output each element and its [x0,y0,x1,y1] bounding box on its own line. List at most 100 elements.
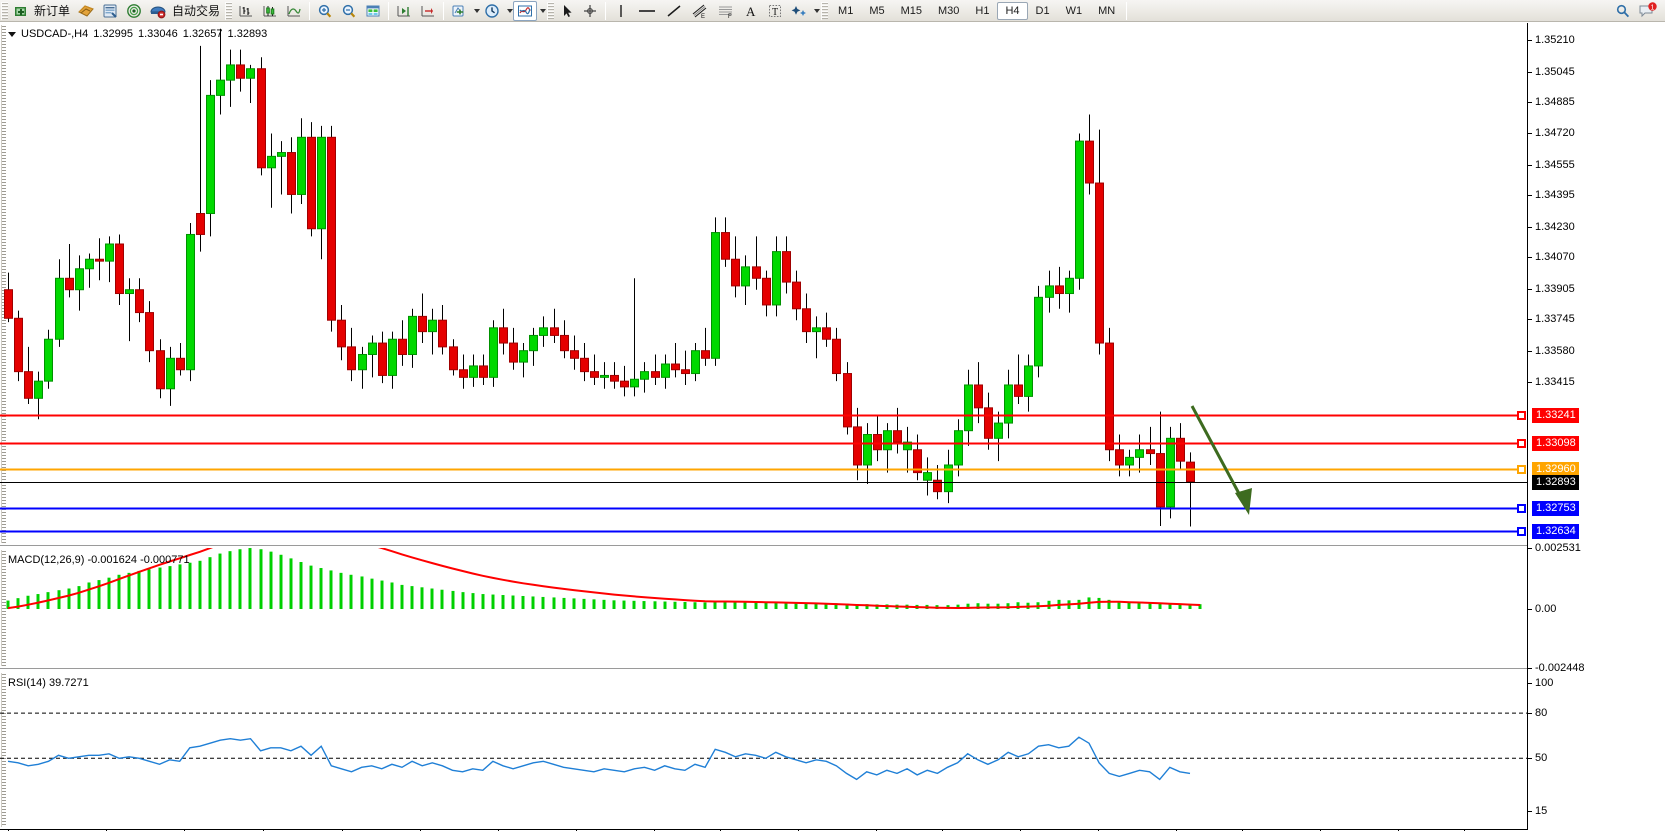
candle [640,362,649,393]
chart-collapse-icon[interactable] [8,31,16,37]
timeframe-w1[interactable]: W1 [1065,4,1083,17]
candle [721,217,730,267]
candle [135,278,144,323]
period-icon[interactable] [480,1,504,21]
macd-axis-label: -0.002448 [1535,662,1585,674]
macd-histogram-bar [966,603,970,610]
candlestick-chart-icon[interactable] [258,1,282,21]
main-toolbar: 新订单 [0,0,1665,22]
price-axis[interactable]: 1.35210 1.35045 1.34885 1.34720 1.34555 1.343… [1528,23,1665,829]
macd-histogram-bar [147,569,151,610]
trendline-icon[interactable] [661,1,687,21]
candle [984,392,993,450]
macd-histogram-bar [198,560,202,610]
candle [974,362,983,424]
toolbar-grip-4[interactable] [821,1,829,20]
candle [903,426,912,473]
toolbar-grip-2[interactable] [225,1,233,20]
macd-histogram-bar [1057,599,1061,610]
price-axis-label: 1.33905 [1535,282,1575,295]
timeframe-m5[interactable]: M5 [869,4,885,17]
price-tag-bid-price[interactable]: 1.32893 [1532,474,1579,490]
price-pane[interactable] [0,23,1528,545]
search-icon[interactable] [1611,1,1635,21]
auto-scroll-icon[interactable] [392,1,416,21]
timeframe-h4[interactable]: H4 [997,1,1028,20]
candle [105,236,114,283]
macd-histogram-bar [16,598,20,610]
chart-area[interactable]: USDCAD-,H4 1.32995 1.33046 1.32657 1.328… [0,22,1665,831]
text-icon[interactable]: A [739,1,763,21]
price-axis-divider [1527,23,1528,829]
horizontal-line-icon[interactable] [633,1,661,21]
price-tag-pivot[interactable]: 1.32960 [1532,461,1579,477]
period-chevron-down-icon[interactable] [507,8,514,13]
candle [1085,114,1094,195]
expert-advisors-icon[interactable] [74,1,98,21]
templates-chevron-down-icon[interactable] [540,8,547,13]
timeframe-m30[interactable]: M30 [938,4,960,17]
level-line-support-lower[interactable] [0,527,1526,536]
macd-histogram-bar [329,570,333,610]
svg-text:T: T [772,7,778,18]
candle [964,369,973,446]
cursor-icon[interactable] [556,1,578,21]
macd-pane-scroll-grip[interactable] [1,550,6,666]
line-chart-icon[interactable] [282,1,306,21]
autotrading-label[interactable]: 自动交易 [172,4,221,18]
add-indicator-icon[interactable] [447,1,471,21]
objects-icon[interactable] [787,1,811,21]
level-line-pivot[interactable] [0,465,1526,474]
macd-histogram-bar [632,600,636,610]
objects-chevron-down-icon[interactable] [814,8,821,13]
vertical-line-icon[interactable] [609,1,633,21]
bar-chart-icon[interactable] [234,1,258,21]
rsi-pane[interactable] [0,671,1528,829]
level-line-resistance-lower[interactable] [0,439,1526,448]
candle [1186,452,1195,527]
chart-close-value: 1.32893 [227,28,268,40]
indicators-icon[interactable] [361,1,385,21]
level-line-resistance-upper[interactable] [0,411,1526,420]
timeframe-mn[interactable]: MN [1098,4,1116,17]
timeframe-h1[interactable]: H1 [975,4,990,17]
down-arrow-icon[interactable] [1190,405,1252,515]
candle [620,365,629,397]
price-pane-scroll-grip[interactable] [1,25,6,543]
macd-histogram-bar [1006,603,1010,610]
candle [1034,285,1043,378]
chart-shift-icon[interactable] [416,1,440,21]
templates-icon[interactable] [513,0,538,21]
macd-histogram-bar [925,604,929,610]
notification-icon[interactable]: 1 [1635,1,1661,21]
timeframe-d1[interactable]: D1 [1035,4,1050,17]
crosshair-icon[interactable] [578,1,602,21]
timeframe-m15[interactable]: M15 [900,4,922,17]
add-indicator-chevron-down-icon[interactable] [474,8,481,13]
toolbar-grip[interactable] [1,1,8,20]
new-order-icon[interactable] [10,1,32,21]
new-order-label[interactable]: 新订单 [34,4,71,18]
level-line-support-upper[interactable] [0,504,1526,513]
zoom-in-icon[interactable] [313,1,337,21]
macd-histogram-bar [541,596,545,610]
data-window-icon[interactable] [98,1,122,21]
rsi-axis-label: 100 [1535,677,1554,689]
rsi-pane-scroll-grip[interactable] [1,673,6,827]
candle [1166,426,1175,519]
candle [1105,327,1114,462]
price-tag-resistance-upper[interactable]: 1.33241 [1532,407,1579,423]
price-tag-resistance-lower[interactable]: 1.33098 [1532,435,1579,451]
macd-pane[interactable] [0,548,1528,668]
navigator-icon[interactable] [122,1,146,21]
candle [358,346,367,389]
timeframe-m1[interactable]: M1 [838,4,854,17]
autotrading-icon[interactable] [146,1,170,21]
price-tag-support-lower[interactable]: 1.32634 [1532,523,1579,539]
text-label-icon[interactable]: T [763,1,787,21]
toolbar-grip-3[interactable] [547,1,555,20]
price-tag-support-upper[interactable]: 1.32753 [1532,500,1579,516]
fibonacci-icon[interactable]: F [713,1,739,21]
equidistant-channel-icon[interactable]: E [687,1,713,21]
zoom-out-icon[interactable] [337,1,361,21]
